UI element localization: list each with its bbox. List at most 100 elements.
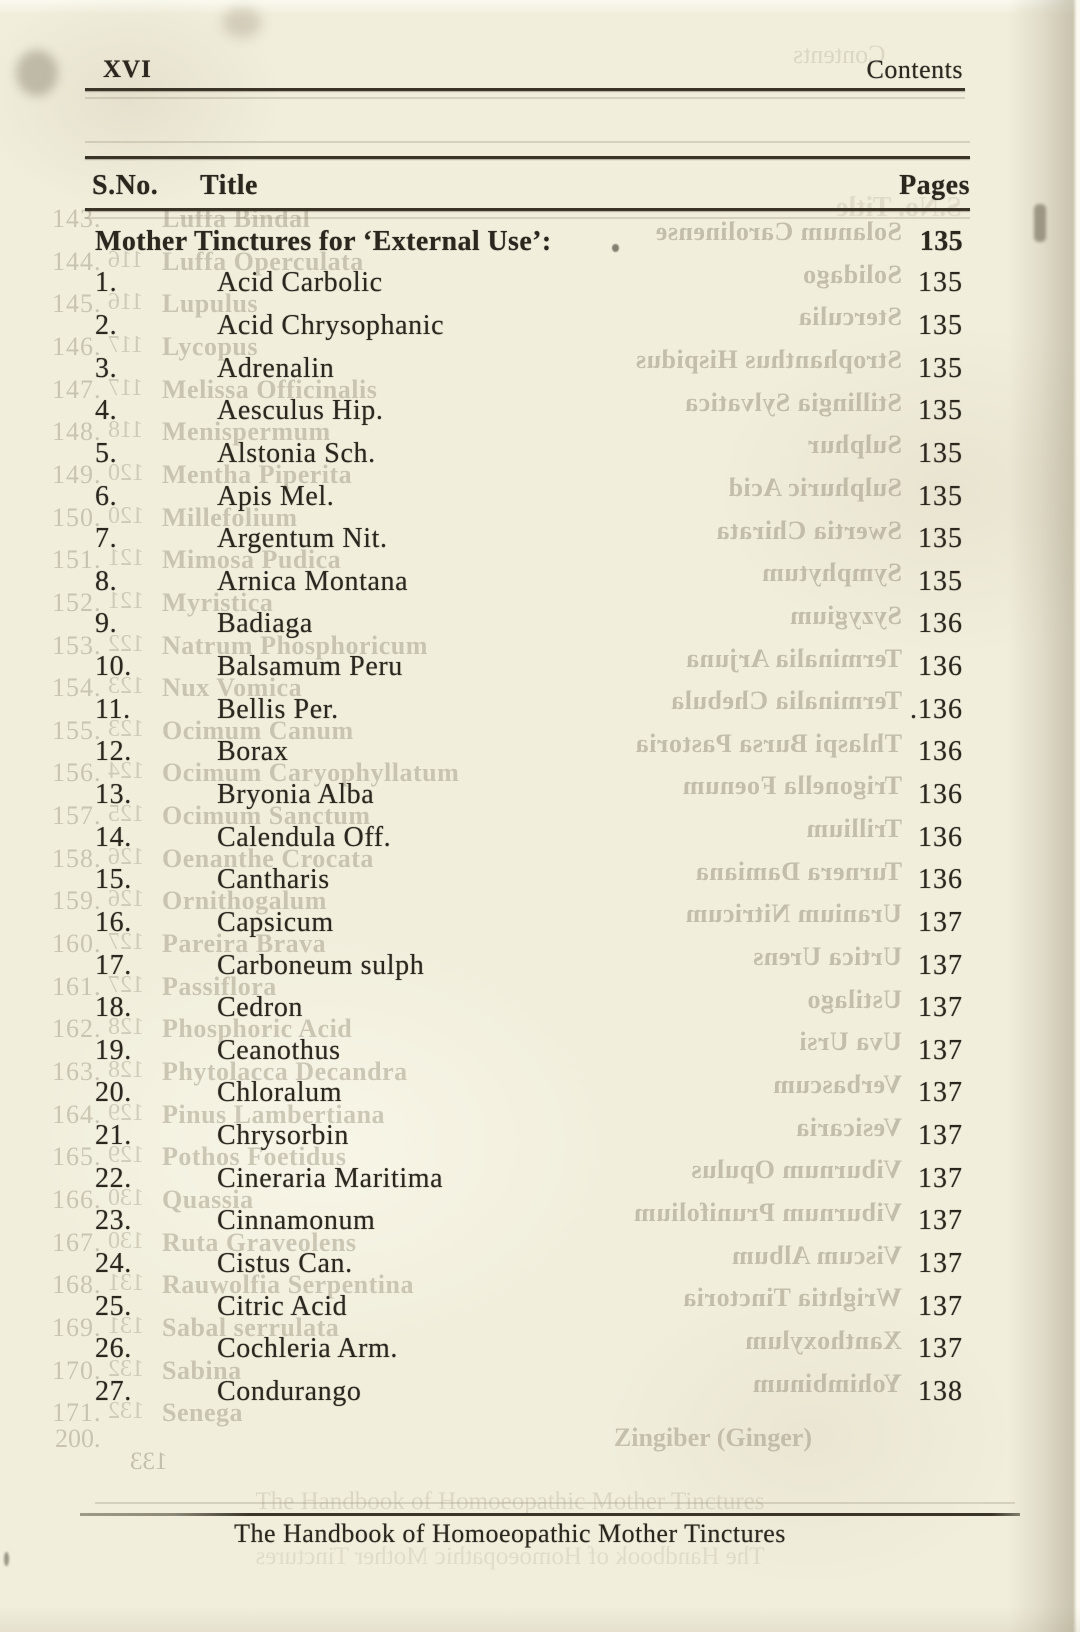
toc-row: 11. Bellis Per. .136 — [95, 688, 963, 731]
ghost-rule-footer — [95, 1502, 1015, 1504]
toc-title: Chloralum — [217, 1077, 343, 1109]
toc-row: 17. Carboneum sulph 137 — [95, 944, 963, 987]
toc-serial-number: 2. — [95, 309, 118, 341]
toc-serial-number: 27. — [95, 1375, 132, 1407]
toc-title: Argentum Nit. — [217, 523, 388, 555]
toc-row: 6. Apis Mel. 135 — [95, 475, 963, 518]
toc-title: Cistus Can. — [217, 1248, 353, 1280]
page-edge-shadow — [0, 1606, 1080, 1632]
toc-serial-number: 16. — [95, 906, 132, 938]
toc-row: 20. Chloralum 137 — [95, 1072, 963, 1115]
toc-row: 13. Bryonia Alba 136 — [95, 774, 963, 817]
toc-row: 1. Acid Carbolic 135 — [95, 262, 963, 305]
toc-page-number: 137 — [918, 1120, 963, 1152]
bleedthrough-bottom-page: 133 — [130, 1448, 168, 1475]
ghost-rule-table-bottom — [85, 217, 970, 219]
toc-serial-number: 23. — [95, 1205, 132, 1237]
bleedthrough-bottom-title: Zingiber (Ginger) — [613, 1423, 812, 1452]
toc-page-number: 135 — [918, 480, 963, 512]
toc-page-number: 138 — [918, 1375, 963, 1407]
scan-speck — [4, 1552, 9, 1566]
toc-serial-number: 26. — [95, 1333, 132, 1365]
toc-serial-number: 8. — [95, 565, 118, 597]
toc-serial-number: 15. — [95, 864, 132, 896]
toc-row: 3. Adrenalin 135 — [95, 347, 963, 390]
toc-page-number: 135 — [918, 565, 963, 597]
toc-title: Adrenalin — [217, 352, 335, 384]
toc-serial-number: 14. — [95, 821, 132, 853]
toc-title: Apis Mel. — [217, 480, 335, 512]
toc-row: 23. Cinnamonum 137 — [95, 1200, 963, 1243]
toc-page-number: 136 — [918, 779, 963, 810]
toc-title: Aesculus Hip. — [217, 395, 384, 427]
toc-serial-number: 9. — [95, 608, 118, 640]
toc-serial-number: 20. — [95, 1077, 132, 1109]
toc-title: Bryonia Alba — [217, 779, 375, 810]
section-heading-row: Mother Tinctures for ‘External Use’: 135 — [95, 226, 963, 258]
toc-title: Arnica Montana — [217, 565, 409, 597]
toc-serial-number: 6. — [95, 480, 118, 512]
toc-page-number: 137 — [918, 1162, 963, 1194]
toc-serial-number: 24. — [95, 1248, 132, 1280]
book-title-footer: The Handbook of Homoeopathic Mother Tinc… — [234, 1519, 786, 1548]
toc-title: Cedron — [217, 992, 304, 1024]
toc-page-number: 137 — [918, 1077, 963, 1109]
toc-row: 8. Arnica Montana 135 — [95, 560, 963, 603]
toc-page-number: 137 — [918, 992, 963, 1024]
toc-serial-number: 21. — [95, 1120, 132, 1152]
toc-row: 19. Ceanothus 137 — [95, 1030, 963, 1073]
column-header-pages: Pages — [899, 170, 970, 201]
toc-title: Cantharis — [217, 864, 330, 896]
toc-page-number: 136 — [918, 821, 963, 853]
toc-title: Condurango — [217, 1375, 362, 1407]
toc-page-number: 136 — [918, 651, 963, 683]
toc-serial-number: 4. — [95, 395, 118, 427]
toc-row: 9. Badiaga 136 — [95, 603, 963, 646]
toc-row: 26. Cochleria Arm. 137 — [95, 1328, 963, 1371]
toc-page-number: 137 — [918, 906, 963, 938]
toc-serial-number: 25. — [95, 1290, 132, 1322]
toc-serial-number: 10. — [95, 651, 132, 683]
toc-page-number: .136 — [910, 693, 963, 725]
toc-row: 10. Balsamum Peru 136 — [95, 646, 963, 689]
toc-row: 16. Capsicum 137 — [95, 902, 963, 945]
toc-row: 2. Acid Chrysophanic 135 — [95, 305, 963, 348]
section-heading: Mother Tinctures for ‘External Use’: — [95, 226, 552, 257]
toc-serial-number: 18. — [95, 992, 132, 1024]
toc-row: 15. Cantharis 136 — [95, 859, 963, 902]
toc-page-number: 136 — [918, 864, 963, 896]
toc-row: 25. Citric Acid 137 — [95, 1285, 963, 1328]
toc-serial-number: 17. — [95, 949, 132, 981]
toc-page-number: 135 — [918, 309, 963, 341]
scan-smudge — [16, 50, 58, 96]
toc-title: Borax — [217, 736, 289, 768]
toc-row: 5. Alstonia Sch. 135 — [95, 433, 963, 476]
toc-page-number: 135 — [918, 352, 963, 384]
ghost-rule-table-top — [85, 141, 970, 143]
toc-list: 1. Acid Carbolic 135 2. Acid Chrysophani… — [95, 262, 963, 1413]
toc-title: Badiaga — [217, 608, 313, 640]
toc-serial-number: 3. — [95, 352, 118, 384]
toc-row: 14. Calendula Off. 136 — [95, 816, 963, 859]
toc-title: Cochleria Arm. — [217, 1333, 399, 1365]
toc-serial-number: 5. — [95, 437, 118, 469]
header-rule — [85, 88, 965, 91]
bleedthrough-bottom-serial: 200. — [55, 1424, 101, 1453]
ghost-rule-header — [85, 97, 965, 99]
toc-page-number: 137 — [918, 949, 963, 981]
toc-title: Ceanothus — [217, 1034, 341, 1066]
toc-page-number: 135 — [918, 395, 963, 427]
running-header: Contents — [866, 55, 963, 84]
column-header-sno: S.No. — [92, 170, 159, 201]
toc-title: Cinnamonum — [217, 1205, 376, 1237]
toc-row: 7. Argentum Nit. 135 — [95, 518, 963, 561]
section-page-number: 135 — [919, 226, 963, 257]
toc-page-number: 136 — [918, 736, 963, 768]
toc-title: Balsamum Peru — [217, 651, 403, 683]
toc-serial-number: 1. — [95, 267, 118, 299]
toc-page-number: 137 — [918, 1034, 963, 1066]
toc-page-number: 135 — [918, 523, 963, 555]
toc-row: 4. Aesculus Hip. 135 — [95, 390, 963, 433]
toc-serial-number: 11. — [95, 693, 131, 725]
